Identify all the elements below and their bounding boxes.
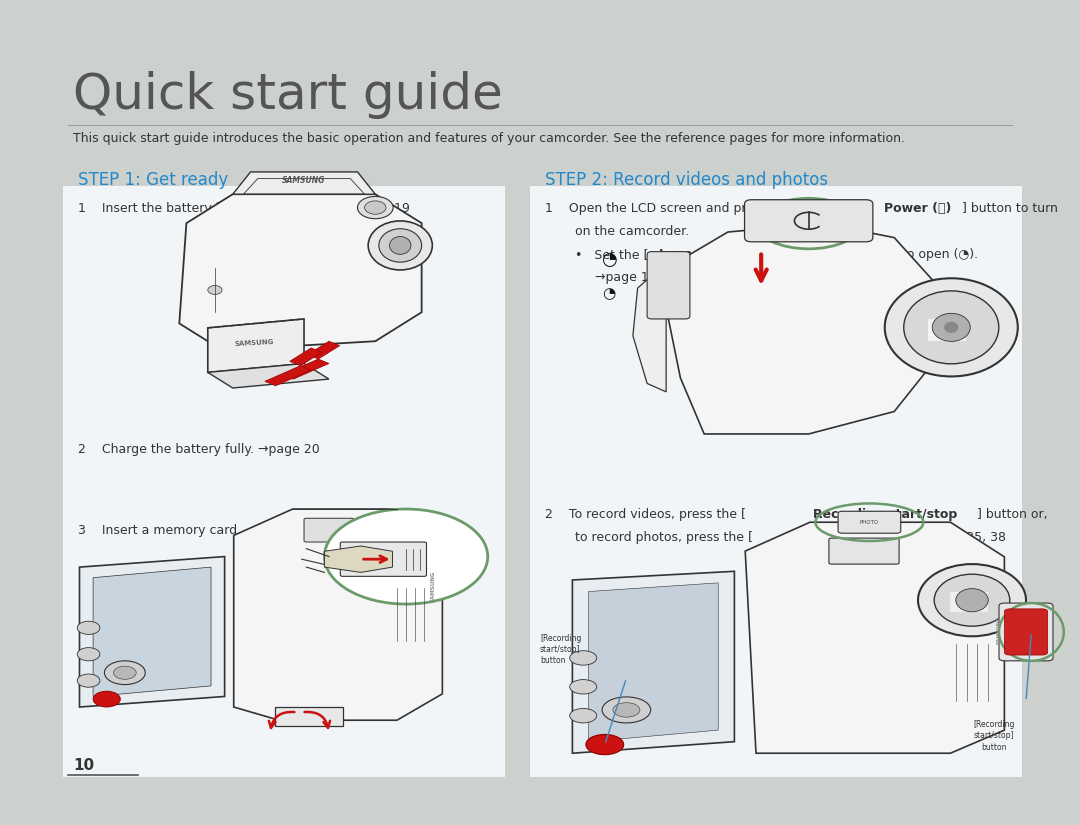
Ellipse shape	[944, 322, 958, 333]
FancyBboxPatch shape	[838, 512, 901, 533]
Ellipse shape	[918, 564, 1026, 636]
FancyBboxPatch shape	[829, 538, 900, 564]
Text: [Recording
start/stop]
button: [Recording start/stop] button	[973, 720, 1014, 752]
FancyBboxPatch shape	[63, 186, 504, 777]
Text: This quick start guide introduces the basic operation and features of your camco: This quick start guide introduces the ba…	[73, 133, 905, 145]
Ellipse shape	[885, 278, 1017, 376]
Polygon shape	[572, 572, 734, 753]
Polygon shape	[233, 509, 443, 720]
Text: 1    Insert the battery into the battery slot. →page 19: 1 Insert the battery into the battery sl…	[78, 201, 409, 214]
Text: →page 15: →page 15	[595, 271, 657, 284]
Circle shape	[78, 674, 100, 687]
Text: Lens cover open/close: Lens cover open/close	[659, 248, 814, 261]
Text: SAMSUNG: SAMSUNG	[234, 338, 274, 346]
FancyBboxPatch shape	[950, 592, 988, 612]
Circle shape	[603, 697, 650, 723]
Polygon shape	[207, 364, 329, 388]
Polygon shape	[633, 271, 680, 392]
Polygon shape	[324, 546, 392, 573]
Text: 10: 10	[73, 758, 94, 773]
Polygon shape	[283, 342, 340, 380]
Circle shape	[78, 621, 100, 634]
Polygon shape	[265, 348, 322, 386]
Text: ] switch to open (◔).: ] switch to open (◔).	[849, 248, 978, 261]
Text: on the camcorder.: on the camcorder.	[576, 224, 689, 238]
Text: PHOTO: PHOTO	[860, 520, 879, 525]
Polygon shape	[233, 172, 376, 194]
Ellipse shape	[904, 291, 999, 364]
Text: 1    Open the LCD screen and press the [: 1 Open the LCD screen and press the [	[545, 201, 800, 214]
FancyBboxPatch shape	[999, 603, 1053, 661]
Circle shape	[570, 709, 597, 723]
Circle shape	[113, 666, 136, 679]
Text: 2    To record videos, press the [: 2 To record videos, press the [	[545, 508, 746, 521]
Ellipse shape	[379, 229, 421, 262]
Ellipse shape	[934, 574, 1010, 626]
Circle shape	[570, 680, 597, 694]
Text: STEP 1: Get ready: STEP 1: Get ready	[78, 171, 228, 189]
Polygon shape	[80, 557, 225, 707]
FancyBboxPatch shape	[647, 252, 690, 319]
Circle shape	[324, 509, 488, 604]
Text: Recording start/stop: Recording start/stop	[813, 508, 958, 521]
Text: ] button or,: ] button or,	[977, 508, 1048, 521]
Circle shape	[78, 648, 100, 661]
Ellipse shape	[932, 314, 970, 342]
Circle shape	[357, 196, 393, 219]
Polygon shape	[589, 583, 718, 742]
FancyBboxPatch shape	[744, 200, 873, 242]
FancyBboxPatch shape	[530, 186, 1022, 777]
FancyBboxPatch shape	[1004, 609, 1048, 655]
Polygon shape	[745, 522, 1004, 753]
FancyBboxPatch shape	[305, 518, 354, 542]
Text: 2    Charge the battery fully. →page 20: 2 Charge the battery fully. →page 20	[78, 443, 320, 456]
FancyBboxPatch shape	[340, 542, 427, 577]
Polygon shape	[179, 194, 421, 350]
Text: SAMSUNG: SAMSUNG	[997, 616, 1001, 644]
Text: ] button. →pages 35, 38: ] button. →pages 35, 38	[856, 531, 1007, 545]
Ellipse shape	[390, 237, 411, 254]
Text: SAMSUNG: SAMSUNG	[282, 176, 326, 185]
Circle shape	[365, 200, 386, 214]
Ellipse shape	[956, 589, 988, 612]
Text: PHOTO: PHOTO	[806, 531, 855, 545]
Ellipse shape	[368, 221, 432, 270]
Circle shape	[207, 285, 222, 295]
Text: [Recording
start/stop]
button: [Recording start/stop] button	[540, 634, 581, 665]
Text: ◔: ◔	[603, 286, 616, 301]
Polygon shape	[274, 707, 342, 725]
Polygon shape	[666, 224, 932, 434]
Circle shape	[613, 703, 640, 717]
Text: to record photos, press the [: to record photos, press the [	[576, 531, 753, 545]
Polygon shape	[207, 319, 305, 372]
Text: •   Set the [: • Set the [	[576, 248, 649, 261]
Text: 3    Insert a memory card. →page 30: 3 Insert a memory card. →page 30	[78, 524, 307, 537]
Circle shape	[356, 538, 392, 559]
Circle shape	[586, 734, 624, 755]
Circle shape	[570, 651, 597, 665]
Polygon shape	[93, 567, 211, 696]
Text: Quick start guide: Quick start guide	[73, 71, 502, 119]
Text: STEP 2: Record videos and photos: STEP 2: Record videos and photos	[545, 171, 828, 189]
Circle shape	[105, 661, 145, 685]
Circle shape	[93, 691, 120, 707]
Text: SAMSUNG: SAMSUNG	[431, 571, 436, 602]
Text: ] button to turn: ] button to turn	[962, 201, 1057, 214]
Text: Power (⏻): Power (⏻)	[883, 201, 950, 214]
Text: ◔: ◔	[602, 251, 617, 269]
FancyBboxPatch shape	[928, 319, 966, 342]
